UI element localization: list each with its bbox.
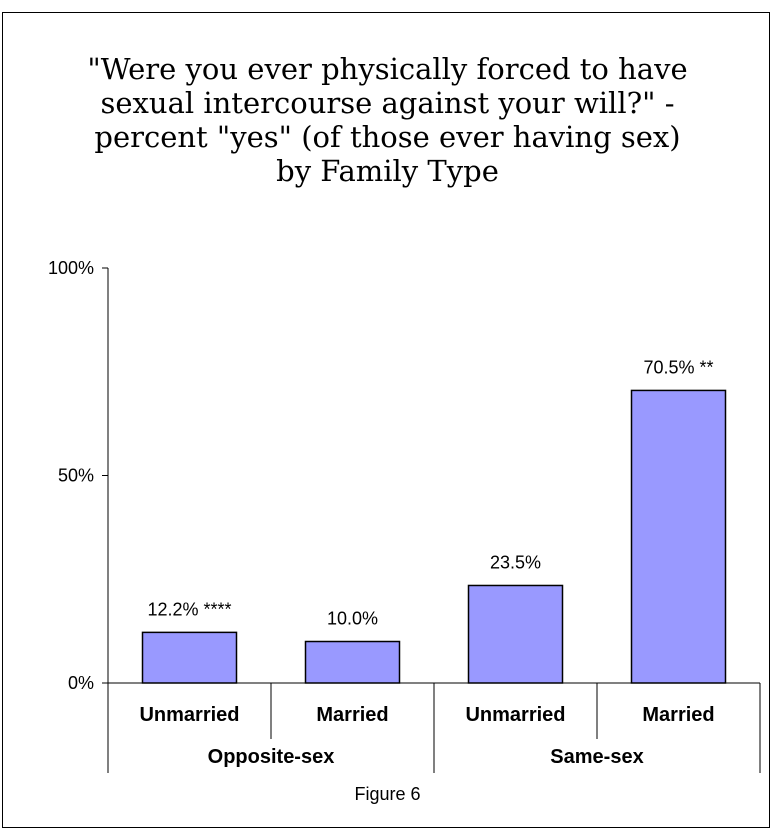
x-tick-label: Married <box>316 704 388 726</box>
x-tick-label: Unmarried <box>139 704 239 726</box>
chart-title-line: sexual intercourse against your will?" - <box>100 86 675 120</box>
x-tick-label: Unmarried <box>465 704 565 726</box>
y-tick-label: 100% <box>48 258 94 278</box>
chart-title: "Were you ever physically forced to have… <box>0 52 775 188</box>
y-tick-label: 0% <box>68 673 94 693</box>
data-label: 10.0% <box>327 609 378 629</box>
chart-title-line: "Were you ever physically forced to have <box>87 52 688 86</box>
chart-title-line: by Family Type <box>276 154 499 188</box>
data-label: 12.2% **** <box>147 599 231 619</box>
x-tick-label: Married <box>642 704 714 726</box>
data-label: 70.5% ** <box>643 357 713 377</box>
figure-caption: Figure 6 <box>354 784 421 804</box>
y-tick-label: 50% <box>58 466 94 486</box>
chart-title-line: percent "yes" (of those ever having sex) <box>94 120 681 154</box>
x-group-label: Opposite-sex <box>208 746 335 768</box>
bar <box>141 631 238 684</box>
bar <box>304 640 401 684</box>
data-label: 23.5% <box>490 552 541 572</box>
x-group-label: Same-sex <box>550 746 643 768</box>
bar <box>467 584 564 684</box>
bar <box>630 389 727 684</box>
